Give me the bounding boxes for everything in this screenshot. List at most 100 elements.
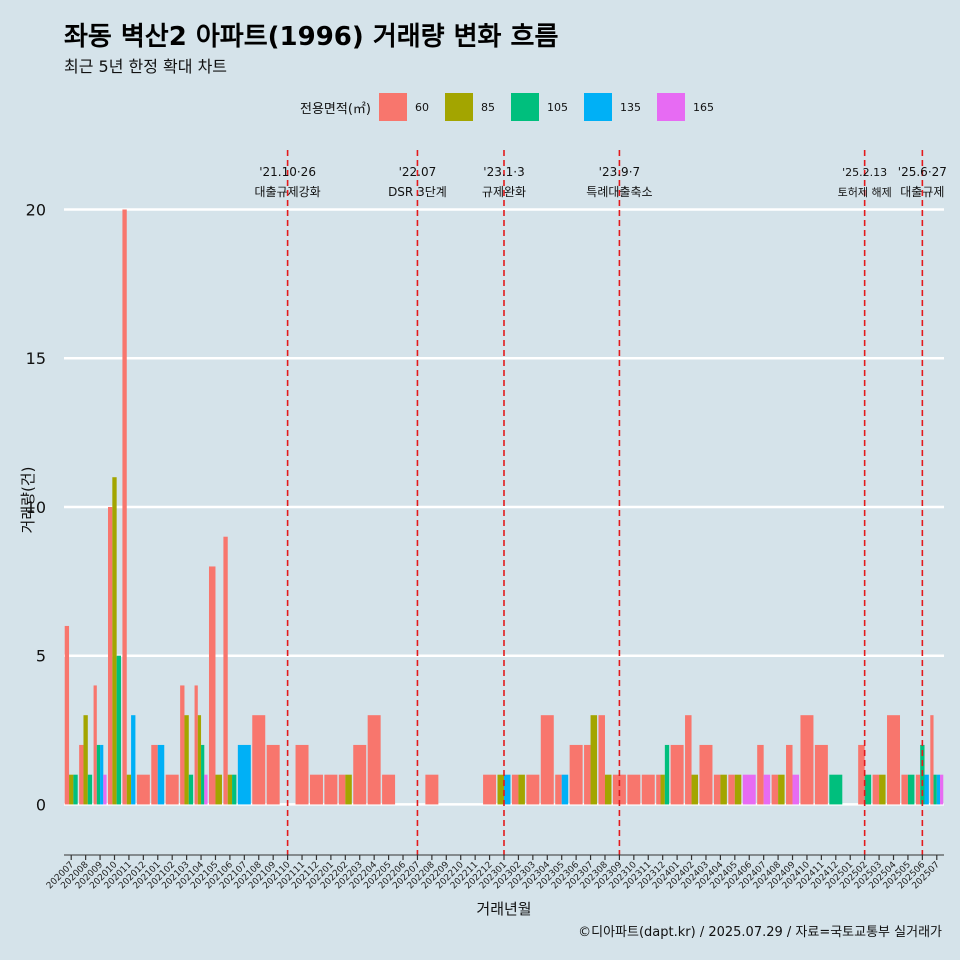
bar-85-202011 (126, 774, 132, 805)
bar-60-202310 (627, 774, 641, 805)
bar-60-202108 (252, 715, 266, 805)
bar-60-202302 (511, 774, 519, 805)
bar-85-202402 (691, 774, 699, 805)
legend-key-85 (444, 93, 473, 121)
bar-60-202007 (64, 625, 70, 805)
bar-60-202109 (266, 744, 280, 805)
bar-60-202012 (136, 774, 150, 805)
event-date-label: '21.10·26 (259, 165, 316, 179)
chart-subtitle: 최근 5년 한정 확대 차트 (64, 57, 228, 76)
bar-60-202407 (757, 744, 764, 805)
legend-key-60 (378, 93, 407, 121)
legend-title: 전용면적(㎡) (300, 101, 371, 117)
bar-60-202401 (670, 744, 684, 805)
x-axis-label: 거래년월 (476, 900, 531, 918)
bar-60-202202 (338, 774, 346, 805)
bar-85-202106 (227, 774, 233, 805)
event-label: 대출규제강화 (254, 185, 320, 199)
bar-85-202202 (345, 774, 352, 805)
bar-85-202007 (69, 774, 74, 805)
bar-60-202502 (858, 744, 865, 805)
bar-60-202101 (151, 744, 158, 805)
bar-60-202307 (584, 744, 591, 805)
source-caption: ©디아파트(dapt.kr) / 2025.07.29 / 자료=국토교통부 실… (578, 925, 942, 940)
legend-key-165 (656, 93, 685, 121)
bar-165-202009 (103, 774, 107, 805)
bar-85-202503 (879, 774, 886, 805)
bar-60-202309 (612, 774, 626, 805)
y-tick-label: 15 (26, 349, 46, 368)
bar-60-202204 (367, 715, 381, 805)
bar-105-202312 (664, 744, 670, 805)
bar-60-202208 (425, 774, 439, 805)
bar-105-202007 (73, 774, 78, 805)
bar-60-202305 (555, 774, 562, 805)
event-date-label: '22.07 (399, 165, 437, 179)
bar-60-202103 (180, 685, 185, 805)
bar-135-202011 (131, 715, 136, 805)
bar-60-202410 (800, 715, 814, 805)
y-axis-label: 거래량(건) (19, 467, 37, 534)
bar-85-202302 (518, 774, 525, 805)
bar-60-202503 (872, 774, 880, 805)
event-lines: '21.10·26 대출규제강화 '22.07 DSR 3단계 '23.1·3 규제완화 '… (254, 150, 947, 855)
event-label: DSR 3단계 (388, 185, 447, 199)
bar-60-202408 (771, 774, 779, 805)
legend-label-60: 60 (414, 100, 429, 114)
bar-85-202308 (604, 774, 612, 805)
bar-60-202201 (324, 774, 338, 805)
bar-60-202102 (165, 774, 179, 805)
bar-135-202507 (936, 774, 941, 805)
bar-60-202312 (656, 774, 661, 805)
bar-105-202009 (96, 744, 101, 805)
bar-60-202011 (122, 209, 127, 805)
bar-105-202505 (907, 774, 915, 805)
bar-60-202505 (901, 774, 908, 805)
legend-key-105 (510, 93, 539, 121)
axes: 0510152020200720200820200920201020201120… (26, 200, 944, 891)
event-label: 대출규제 (900, 185, 944, 199)
bars (64, 209, 944, 805)
bar-85-202010 (112, 477, 117, 805)
legend-label-135: 135 (619, 100, 641, 114)
bar-60-202405 (728, 774, 735, 805)
bar-165-202507 (940, 774, 944, 805)
event-date-label: '23.1·3 (483, 165, 524, 179)
bar-105-202103 (188, 774, 194, 805)
event-date-label: '25.6·27 (898, 165, 947, 179)
legend-key-135 (583, 93, 612, 121)
bar-60-202404 (713, 774, 721, 805)
bar-60-202010 (108, 506, 113, 805)
bar-85-202307 (590, 715, 598, 805)
bar-60-202402 (685, 715, 692, 805)
legend-label-165: 165 (692, 100, 714, 114)
bar-85-202103 (184, 715, 189, 805)
bar-135-202107 (237, 744, 251, 805)
bar-60-202212 (483, 774, 497, 805)
bar-165-202104 (204, 774, 208, 805)
legend: 전용면적(㎡) 60 85 105 135 165 (300, 93, 730, 121)
event-date-label: '23.9·7 (599, 165, 640, 179)
bar-60-202105 (208, 566, 216, 805)
bar-60-202111 (295, 744, 309, 805)
bar-105-202010 (116, 655, 121, 805)
bar-165-202406 (742, 774, 756, 805)
bar-60-202506 (915, 774, 921, 805)
chart-title: 좌동 벽산2 아파트(1996) 거래량 변화 흐름 (64, 22, 559, 52)
bar-60-202112 (309, 774, 323, 805)
bar-105-202412 (829, 774, 843, 805)
bar-60-202411 (814, 744, 828, 805)
bar-105-202106 (232, 774, 237, 805)
bar-105-202507 (933, 774, 937, 805)
bar-60-202104 (194, 685, 198, 805)
bar-60-202009 (93, 685, 97, 805)
bar-60-202311 (641, 774, 655, 805)
bar-165-202409 (792, 774, 800, 805)
bar-85-202104 (197, 715, 202, 805)
bar-105-202008 (87, 774, 93, 805)
bar-60-202409 (786, 744, 793, 805)
legend-label-85: 85 (480, 100, 495, 114)
bar-135-202301 (504, 774, 511, 805)
bar-85-202408 (778, 774, 785, 805)
